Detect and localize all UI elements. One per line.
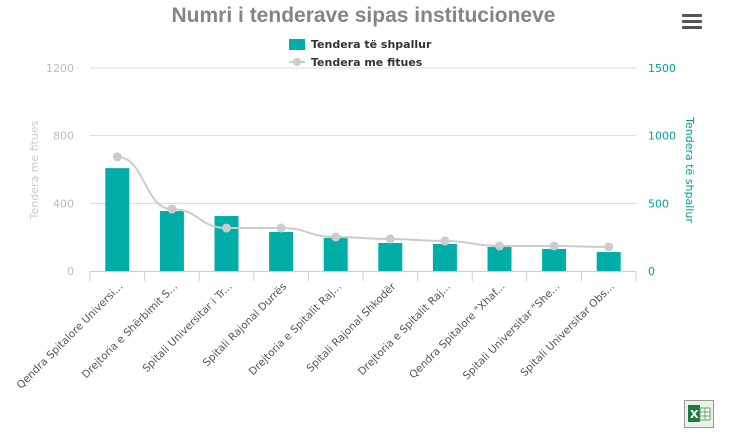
line-point: [604, 242, 614, 252]
x-tick-label: Spitali Universitar "She...: [461, 281, 562, 382]
left-axis-title: Tendera me fitues: [28, 120, 41, 220]
bar: [159, 211, 184, 271]
left-tick-label: 1200: [46, 62, 74, 75]
line-series: [117, 155, 609, 248]
left-tick-label: 400: [53, 197, 74, 210]
bar: [378, 242, 403, 271]
right-tick-label: 0: [648, 265, 655, 278]
line-point: [495, 241, 504, 251]
right-tick-label: 1000: [648, 130, 676, 143]
line-point: [112, 152, 122, 162]
legend: Tendera të shpallur Tendera me fitues: [289, 35, 431, 71]
right-tick-label: 1500: [648, 62, 676, 75]
bar: [105, 168, 130, 271]
legend-label: Tendera të shpallur: [311, 37, 432, 51]
x-tick-label: Spitali Universitar Obs...: [518, 281, 616, 379]
bar: [323, 237, 348, 271]
x-tick-label: Qendra Spitalore Universi...: [15, 281, 126, 392]
legend-item-bar[interactable]: Tendera të shpallur: [289, 35, 431, 53]
bar: [432, 243, 457, 271]
line-point: [222, 223, 231, 233]
legend-label: Tendera me fitues: [311, 55, 423, 69]
bar: [542, 248, 567, 271]
bar: [596, 252, 621, 271]
x-tick-label: Spitali Rajonal Shkodër: [304, 280, 399, 375]
x-tick-label: Drejtoria e Spitalit Raj...: [247, 281, 344, 378]
bar: [269, 232, 294, 271]
line-point: [167, 204, 177, 214]
line-point: [385, 234, 395, 244]
line-swatch-icon: [289, 56, 305, 68]
bar: [487, 247, 512, 271]
line-point: [331, 232, 341, 242]
x-tick-label: Spitali Universitar i Tr...: [140, 281, 234, 375]
x-tick-label: Drejtoria e Shërbimit S...: [80, 281, 180, 381]
left-tick-label: 800: [53, 130, 74, 143]
line-point: [440, 236, 450, 246]
left-tick-label: 0: [67, 265, 74, 278]
svg-text:X: X: [690, 408, 699, 421]
x-tick-label: Qendra Spitalore "Xhaf...: [407, 281, 508, 382]
x-tick-label: Drejtoria e Spitalit Raj...: [356, 281, 453, 378]
bar-swatch-icon: [289, 38, 305, 50]
right-axis-title: Tendera të shpallur: [683, 116, 696, 223]
line-point: [549, 241, 559, 251]
hamburger-menu-icon[interactable]: [682, 14, 702, 30]
chart-title: Numri i tenderave sipas institucioneve: [171, 4, 556, 27]
legend-item-line[interactable]: Tendera me fitues: [289, 53, 431, 71]
line-point: [276, 223, 286, 233]
excel-icon[interactable]: X: [684, 400, 714, 428]
right-tick-label: 500: [648, 197, 669, 210]
